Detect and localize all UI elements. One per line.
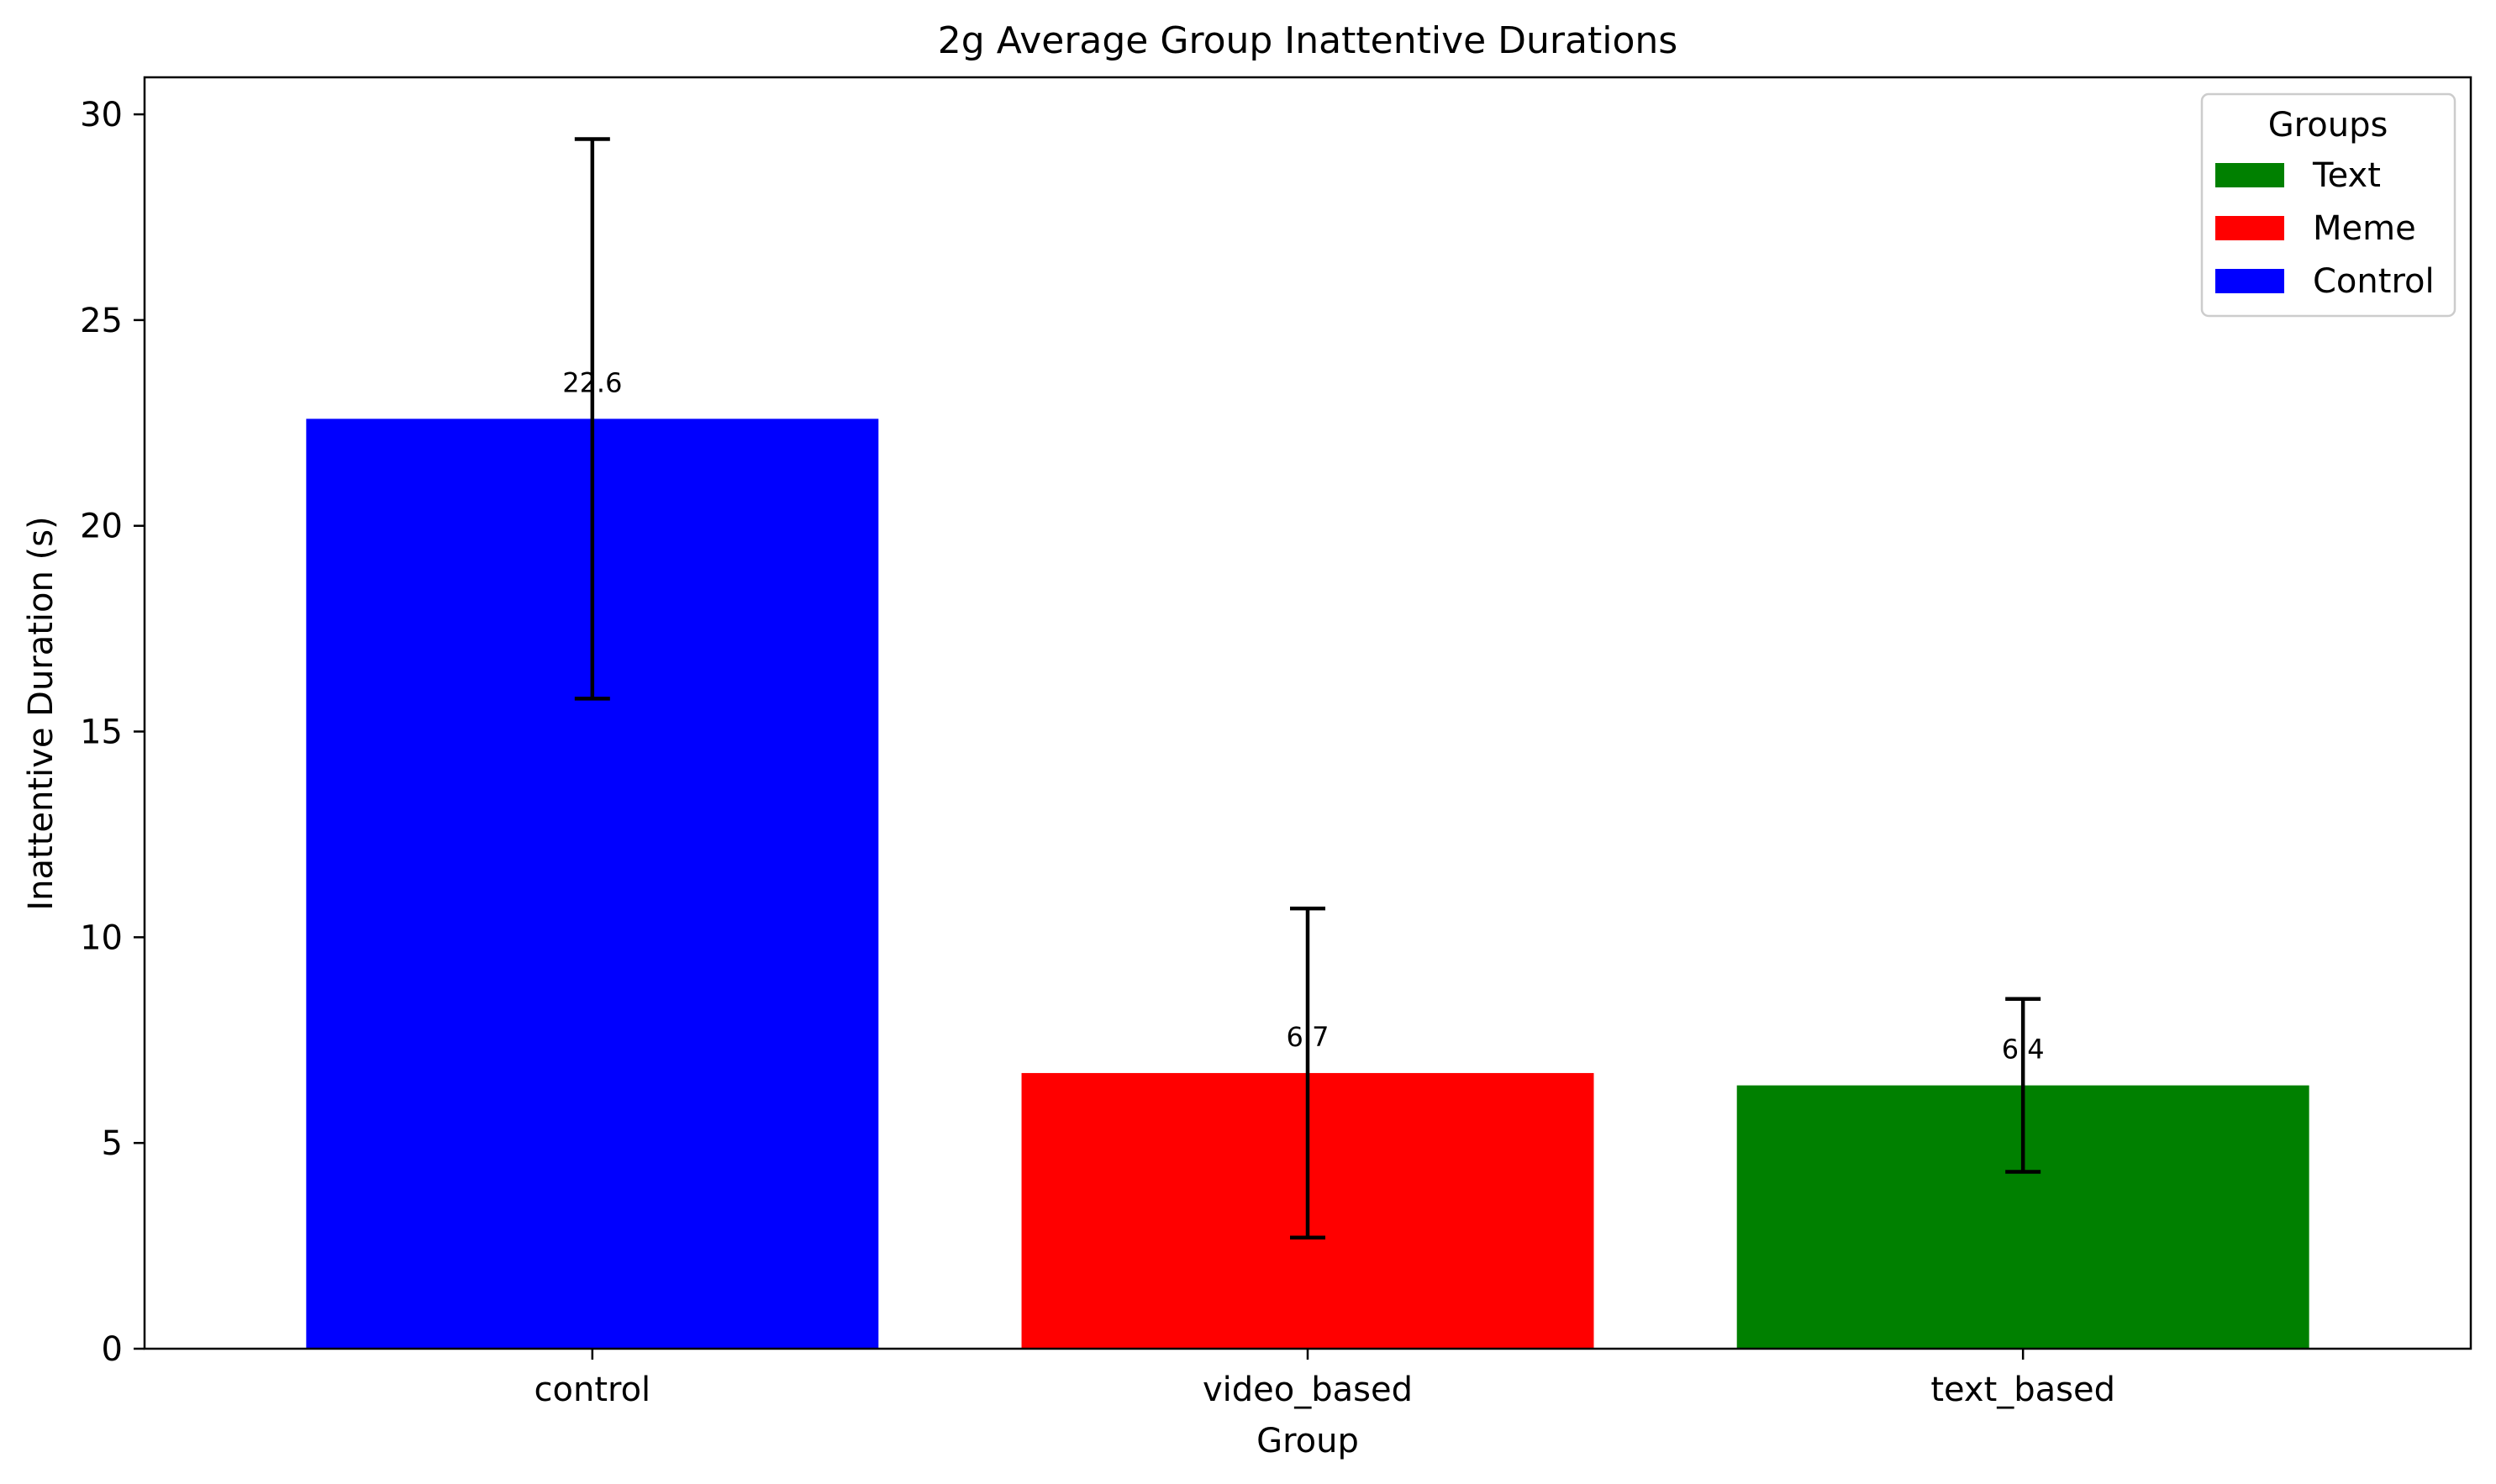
y-tick-label-20: 20 — [80, 508, 123, 546]
chart-title: 2g Average Group Inattentive Durations — [938, 19, 1677, 62]
y-tick-label-30: 30 — [80, 96, 123, 134]
y-tick-label-0: 0 — [102, 1330, 123, 1369]
y-tick-label-5: 5 — [102, 1124, 123, 1163]
value-label-control: 22.6 — [562, 366, 622, 398]
legend-frame — [2200, 92, 2457, 318]
y-tick-label-10: 10 — [80, 918, 123, 957]
x-tick-label-video_based: video_based — [1203, 1371, 1413, 1409]
value-labels-group: 22.6 6.7 6.4 — [562, 366, 2044, 1065]
legend-label-text: Text — [2312, 156, 2381, 195]
legend-swatch-control — [2215, 269, 2284, 293]
x-axis-label: Group — [1256, 1422, 1359, 1460]
legend-entries: Text Meme Control — [2215, 156, 2435, 301]
x-axis: control video_based text_based — [534, 1349, 2115, 1409]
legend-label-meme: Meme — [2313, 209, 2416, 248]
value-label-text_based: 6.4 — [2002, 1034, 2045, 1066]
value-label-video_based: 6.7 — [1287, 1021, 1330, 1053]
y-axis: 0 5 10 15 20 25 30 — [80, 96, 145, 1369]
legend-swatch-meme — [2215, 216, 2284, 240]
legend-label-control: Control — [2313, 262, 2435, 301]
legend-title: Groups — [2268, 106, 2388, 145]
x-tick-label-control: control — [534, 1371, 651, 1409]
legend-swatch-text — [2215, 163, 2284, 187]
legend: Groups Text Meme Control — [2200, 92, 2457, 318]
y-axis-label: Inattentive Duration (s) — [22, 516, 61, 910]
y-tick-label-25: 25 — [80, 302, 123, 340]
error-bars-group — [574, 137, 2041, 1240]
x-tick-label-text_based: text_based — [1930, 1371, 2115, 1409]
y-tick-label-15: 15 — [80, 713, 123, 752]
